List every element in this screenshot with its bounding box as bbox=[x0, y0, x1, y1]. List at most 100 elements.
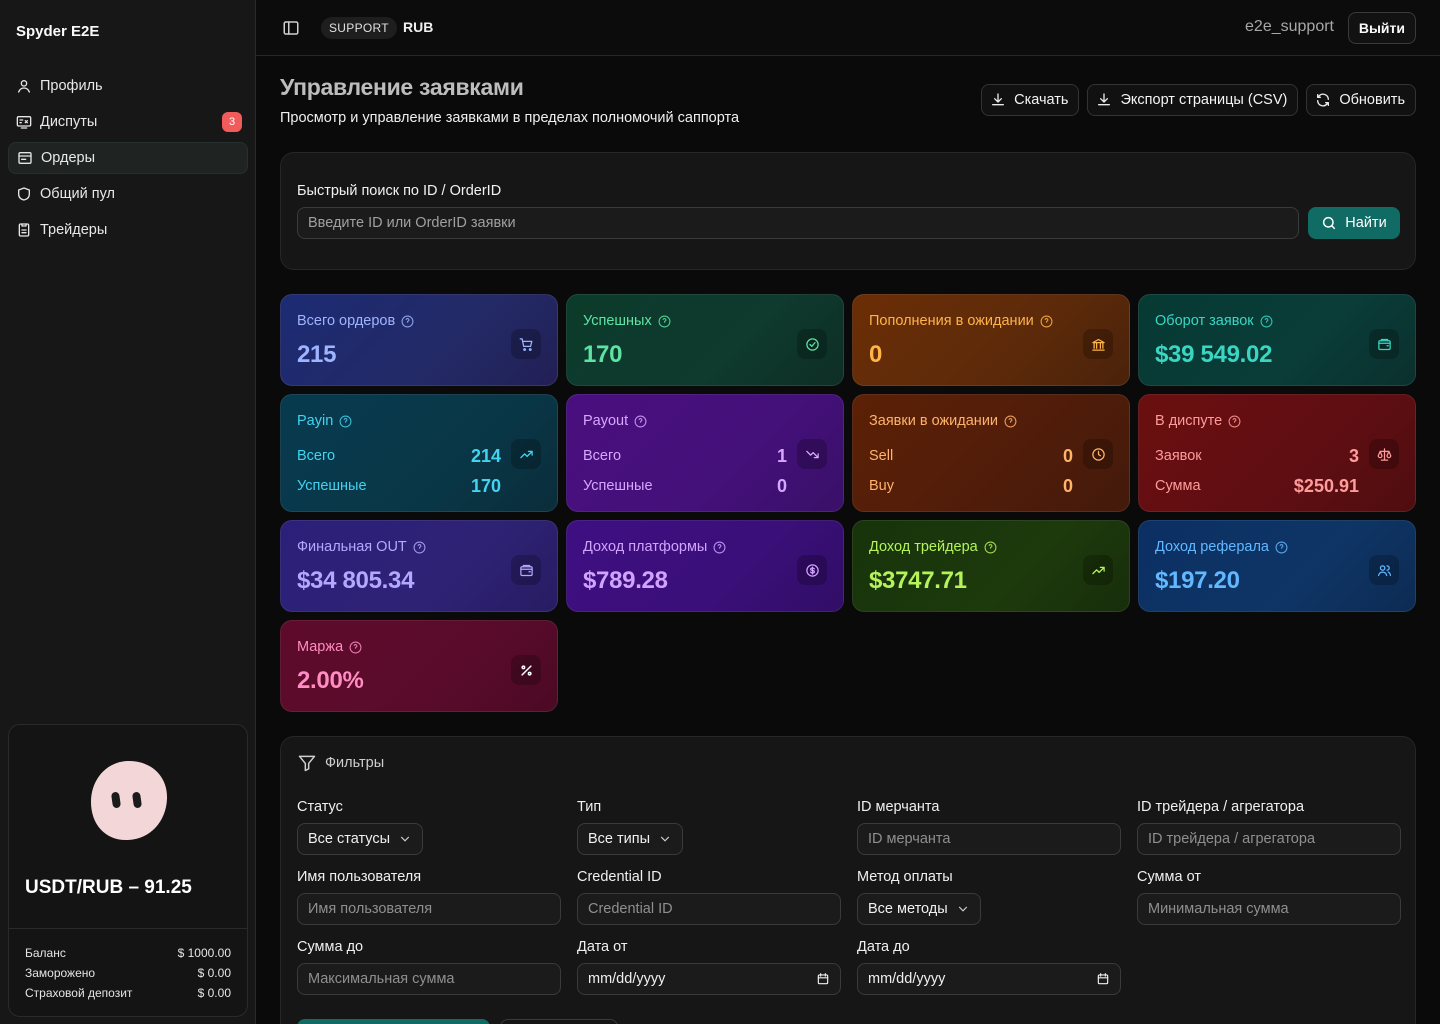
balance-list: Баланс $ 1000.00 Заморожено $ 0.00 Страх… bbox=[25, 943, 231, 1003]
insurance-row: Страховой депозит $ 0.00 bbox=[25, 983, 231, 1003]
help-icon[interactable] bbox=[713, 541, 726, 554]
trending-down-icon bbox=[797, 439, 827, 469]
topbar: SUPPORT RUB e2e_support Выйти bbox=[256, 0, 1440, 56]
refresh-icon bbox=[1317, 93, 1330, 107]
row-value: 0 bbox=[1062, 445, 1073, 466]
status-field: Статус Все статусы bbox=[297, 799, 561, 855]
type-select[interactable]: Все типы bbox=[577, 823, 684, 855]
date-value: mm/dd/yyyy bbox=[868, 971, 946, 987]
trader-id-input[interactable]: ID трейдера / агрегатора bbox=[1137, 823, 1401, 855]
export-csv-button[interactable]: Экспорт страницы (CSV) bbox=[1087, 84, 1299, 116]
row-key: Sell bbox=[869, 448, 894, 464]
field-label: Статус bbox=[297, 799, 343, 815]
page-subtitle: Просмотр и управление заявками в предела… bbox=[280, 110, 740, 126]
search-button[interactable]: Найти bbox=[1308, 207, 1400, 239]
frozen-value: $ 0.00 bbox=[197, 966, 231, 980]
download-button[interactable]: Скачать bbox=[981, 84, 1080, 116]
username-input[interactable]: Имя пользователя bbox=[297, 893, 561, 925]
refresh-button[interactable]: Обновить bbox=[1306, 84, 1416, 116]
sidebar: Spyder E2E Профиль Диспуты 3 Ордеры Общи… bbox=[0, 0, 256, 1024]
amount-from-input[interactable]: Минимальная сумма bbox=[1137, 893, 1401, 925]
field-label: Credential ID bbox=[577, 869, 662, 885]
type-field: Тип Все типы bbox=[577, 799, 841, 855]
field-label: Имя пользователя bbox=[297, 869, 422, 885]
stat-label-row: Успешных bbox=[583, 313, 671, 329]
sidebar-item-disputes[interactable]: Диспуты 3 bbox=[8, 106, 248, 138]
stat-rows: Всего 214 Успешные 170 bbox=[297, 441, 501, 501]
stat-row: Успешные 170 bbox=[297, 471, 501, 501]
field-label: ID трейдера / агрегатора bbox=[1137, 799, 1305, 815]
stat-value: 0 bbox=[869, 341, 883, 368]
help-icon[interactable] bbox=[1040, 315, 1053, 328]
logout-button[interactable]: Выйти bbox=[1347, 12, 1416, 44]
amount-to-input[interactable]: Максимальная сумма bbox=[297, 963, 561, 995]
help-icon[interactable] bbox=[634, 415, 647, 428]
sidebar-item-orders[interactable]: Ордеры bbox=[8, 142, 248, 174]
percent-icon bbox=[511, 655, 541, 685]
stat-value: $197.20 bbox=[1155, 567, 1240, 594]
row-value: 1 bbox=[776, 445, 787, 466]
usdt-rub-rate: USDT/RUB – 91.25 bbox=[25, 877, 192, 898]
stat-rows: Всего 1 Успешные 0 bbox=[583, 441, 787, 501]
row-key: Успешные bbox=[297, 478, 367, 494]
apply-filters-button[interactable] bbox=[297, 1019, 490, 1024]
help-icon[interactable] bbox=[658, 315, 671, 328]
row-value: 0 bbox=[1062, 475, 1073, 496]
select-value: Все методы bbox=[868, 901, 948, 917]
stat-label: Успешных bbox=[583, 313, 652, 329]
calendar-icon[interactable] bbox=[816, 972, 830, 986]
stat-label-row: Payin bbox=[297, 413, 352, 429]
stat-value: 2.00% bbox=[297, 667, 364, 694]
help-icon[interactable] bbox=[1260, 315, 1273, 328]
stat-label: Доход реферала bbox=[1155, 539, 1269, 555]
stat-successful: Успешных 170 bbox=[566, 294, 844, 386]
sidebar-item-label: Профиль bbox=[40, 78, 103, 94]
date-from-input[interactable]: mm/dd/yyyy bbox=[577, 963, 841, 995]
orders-icon bbox=[18, 152, 32, 164]
merchant-id-input[interactable]: ID мерчанта bbox=[857, 823, 1121, 855]
help-icon[interactable] bbox=[349, 641, 362, 654]
filters-header: Фильтры bbox=[297, 753, 384, 773]
search-input[interactable]: Введите ID или OrderID заявки bbox=[297, 207, 1299, 239]
stat-row: Успешные 0 bbox=[583, 471, 787, 501]
check-circle-icon bbox=[797, 329, 827, 359]
help-icon[interactable] bbox=[401, 315, 414, 328]
row-key: Buy bbox=[869, 478, 894, 494]
reset-filters-button[interactable] bbox=[500, 1019, 618, 1024]
stat-label: Оборот заявок bbox=[1155, 313, 1254, 329]
traders-icon bbox=[18, 223, 30, 237]
credential-id-input[interactable]: Credential ID bbox=[577, 893, 841, 925]
help-icon[interactable] bbox=[984, 541, 997, 554]
balance-row: Баланс $ 1000.00 bbox=[25, 943, 231, 963]
sidebar-item-common-pool[interactable]: Общий пул bbox=[8, 178, 248, 210]
stat-platform-income: Доход платформы $789.28 bbox=[566, 520, 844, 612]
stat-label-row: Финальная OUT bbox=[297, 539, 426, 555]
stat-referral-income: Доход реферала $197.20 bbox=[1138, 520, 1416, 612]
help-icon[interactable] bbox=[413, 541, 426, 554]
help-icon[interactable] bbox=[1275, 541, 1288, 554]
help-icon[interactable] bbox=[339, 415, 352, 428]
stat-label-row: Заявки в ожидании bbox=[869, 413, 1017, 429]
calendar-icon[interactable] bbox=[1096, 972, 1110, 986]
row-value: 170 bbox=[470, 475, 501, 496]
stat-label: Пополнения в ожидании bbox=[869, 313, 1034, 329]
chevron-down-icon bbox=[400, 836, 410, 842]
sidebar-toggle-icon[interactable] bbox=[282, 19, 300, 37]
refresh-label: Обновить bbox=[1339, 92, 1405, 108]
status-select[interactable]: Все статусы bbox=[297, 823, 424, 855]
stat-row: Сумма $250.91 bbox=[1155, 471, 1359, 501]
stat-row: Всего 214 bbox=[297, 441, 501, 471]
sidebar-item-profile[interactable]: Профиль bbox=[8, 70, 248, 102]
stat-label: Финальная OUT bbox=[297, 539, 407, 555]
clock-icon bbox=[1083, 439, 1113, 469]
sidebar-item-traders[interactable]: Трейдеры bbox=[8, 214, 248, 246]
help-icon[interactable] bbox=[1228, 415, 1241, 428]
payment-method-select[interactable]: Все методы bbox=[857, 893, 981, 925]
date-to-input[interactable]: mm/dd/yyyy bbox=[857, 963, 1121, 995]
field-label: Дата до bbox=[857, 939, 910, 955]
row-value: 214 bbox=[470, 445, 501, 466]
help-icon[interactable] bbox=[1004, 415, 1017, 428]
quick-search-card: Быстрый поиск по ID / OrderID Введите ID… bbox=[280, 152, 1416, 270]
stat-label-row: Маржа bbox=[297, 639, 362, 655]
payment-method-field: Метод оплаты Все методы bbox=[857, 869, 1121, 925]
